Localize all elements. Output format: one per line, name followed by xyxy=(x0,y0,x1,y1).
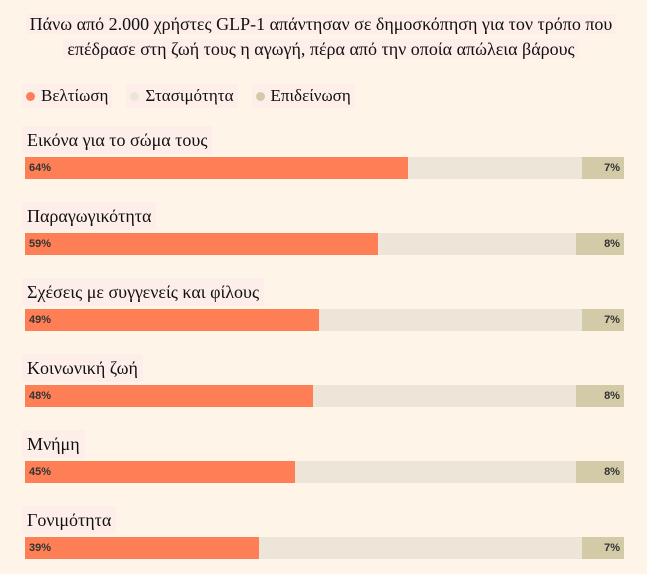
legend-label: Στασιμότητα xyxy=(145,86,234,105)
category-label: Γονιμότητα xyxy=(22,506,117,534)
bar-segment xyxy=(378,233,577,255)
legend-item: Στασιμότητα xyxy=(126,84,238,108)
legend: Βελτίωση Στασιμότητα Επιδείνωση xyxy=(22,84,355,108)
chart-title: Πάνω από 2.000 χρήστες GLP-1 απάντησαν σ… xyxy=(25,14,617,59)
bar: 64% 7% xyxy=(25,157,624,179)
bar-segment: 8% xyxy=(576,385,624,407)
data-label: 8% xyxy=(604,390,620,402)
bar-segment: 7% xyxy=(582,537,624,559)
category-label: Κοινωνική ζωή xyxy=(22,354,143,382)
bar-segment: 64% xyxy=(25,157,409,179)
chart-title-box: Πάνω από 2.000 χρήστες GLP-1 απάντησαν σ… xyxy=(6,12,636,62)
bar-segment: 8% xyxy=(576,461,624,483)
bar-segment xyxy=(312,385,577,407)
category-label: Μνήμη xyxy=(22,430,85,458)
bar: 49% 7% xyxy=(25,309,624,331)
category-label: Εικόνα για το σώμα τους xyxy=(22,126,213,154)
bar-segment xyxy=(318,309,583,331)
legend-label: Βελτίωση xyxy=(41,86,109,105)
data-label: 64% xyxy=(29,162,52,174)
bar-segment: 7% xyxy=(582,157,624,179)
bar: 39% 7% xyxy=(25,537,624,559)
data-label: 48% xyxy=(29,390,52,402)
legend-item: Επιδείνωση xyxy=(251,84,355,108)
data-label: 39% xyxy=(29,542,52,554)
bar: 45% 8% xyxy=(25,461,624,483)
data-label: 8% xyxy=(604,466,620,478)
bar-segment: 39% xyxy=(25,537,259,559)
legend-swatch xyxy=(255,91,265,101)
legend-label: Επιδείνωση xyxy=(270,86,351,105)
bar: 59% 8% xyxy=(25,233,624,255)
category-label: Σχέσεις με συγγενείς και φίλους xyxy=(22,278,265,306)
legend-swatch xyxy=(26,91,35,101)
data-label: 8% xyxy=(604,238,620,250)
data-label: 7% xyxy=(604,314,620,326)
data-label: 59% xyxy=(29,238,52,250)
bar-segment: 59% xyxy=(25,233,379,255)
bar-segment: 8% xyxy=(576,233,624,255)
legend-item: Βελτίωση xyxy=(22,84,113,108)
data-label: 49% xyxy=(29,314,52,326)
bar-segment: 7% xyxy=(582,309,624,331)
data-label: 45% xyxy=(29,466,52,478)
bar-segment xyxy=(258,537,583,559)
bar-segment xyxy=(408,157,583,179)
bar-segment: 48% xyxy=(25,385,313,407)
data-label: 7% xyxy=(604,162,620,174)
bar-segment: 49% xyxy=(25,309,319,331)
bar-segment xyxy=(294,461,577,483)
bar-segment: 45% xyxy=(25,461,295,483)
data-label: 7% xyxy=(604,542,620,554)
legend-swatch xyxy=(130,91,140,101)
bar: 48% 8% xyxy=(25,385,624,407)
category-label: Παραγωγικότητα xyxy=(22,202,157,230)
